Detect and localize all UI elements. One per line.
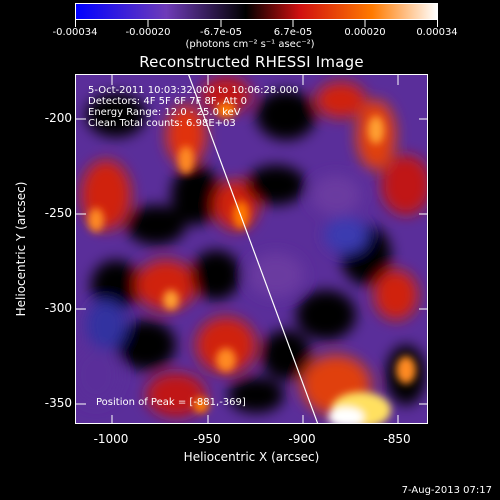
info-text: 5-Oct-2011 10:03:32.000 to 10:06:28.000 …: [88, 85, 299, 129]
info-line: Detectors: 4F 5F 6F 7F 8F, Att 0: [88, 96, 248, 107]
colorbar-tick-label: -0.00020: [125, 27, 171, 38]
solar-limb-line: [188, 75, 319, 423]
x-tick-label: -900: [288, 432, 316, 446]
plot-title: Reconstructed RHESSI Image: [139, 53, 364, 71]
info-line: Energy Range: 12.0 - 25.0 keV: [88, 107, 241, 118]
image-plot: 5-Oct-2011 10:03:32.000 to 10:06:28.000 …: [75, 74, 428, 424]
colorbar-units: (photons cm⁻² s⁻¹ asec⁻²): [185, 39, 315, 50]
plot-ticks: [76, 75, 427, 423]
colorbar-tick-label: 6.7e-05: [273, 27, 313, 38]
info-line: Clean Total counts: 6.98E+03: [88, 118, 236, 129]
x-tick-label: -950: [193, 432, 221, 446]
colorbar-tick-label: 0.00034: [416, 27, 458, 38]
x-axis-label: Heliocentric X (arcsec): [183, 450, 320, 464]
timestamp: 7-Aug-2013 07:17: [401, 485, 492, 496]
y-tick-label: -300: [44, 301, 72, 315]
colorbar-tick-label: -0.00034: [52, 27, 98, 38]
colorbar-ticks: [75, 20, 438, 27]
colorbar-tick-label: -6.7e-05: [200, 27, 242, 38]
colorbar-tick-label: 0.00020: [344, 27, 386, 38]
rhessi-image: [76, 75, 427, 423]
y-tick-label: -350: [44, 396, 72, 410]
y-tick-label: -200: [44, 111, 72, 125]
info-line: 5-Oct-2011 10:03:32.000 to 10:06:28.000: [88, 85, 299, 96]
y-tick-label: -250: [44, 206, 72, 220]
x-tick-label: -1000: [93, 432, 129, 446]
peak-position-label: Position of Peak = [-881,-369]: [96, 397, 246, 408]
colorbar-gradient: [76, 4, 437, 19]
y-axis-label: Heliocentric Y (arcsec): [14, 181, 28, 317]
x-tick-label: -850: [383, 432, 411, 446]
colorbar: [75, 3, 438, 20]
